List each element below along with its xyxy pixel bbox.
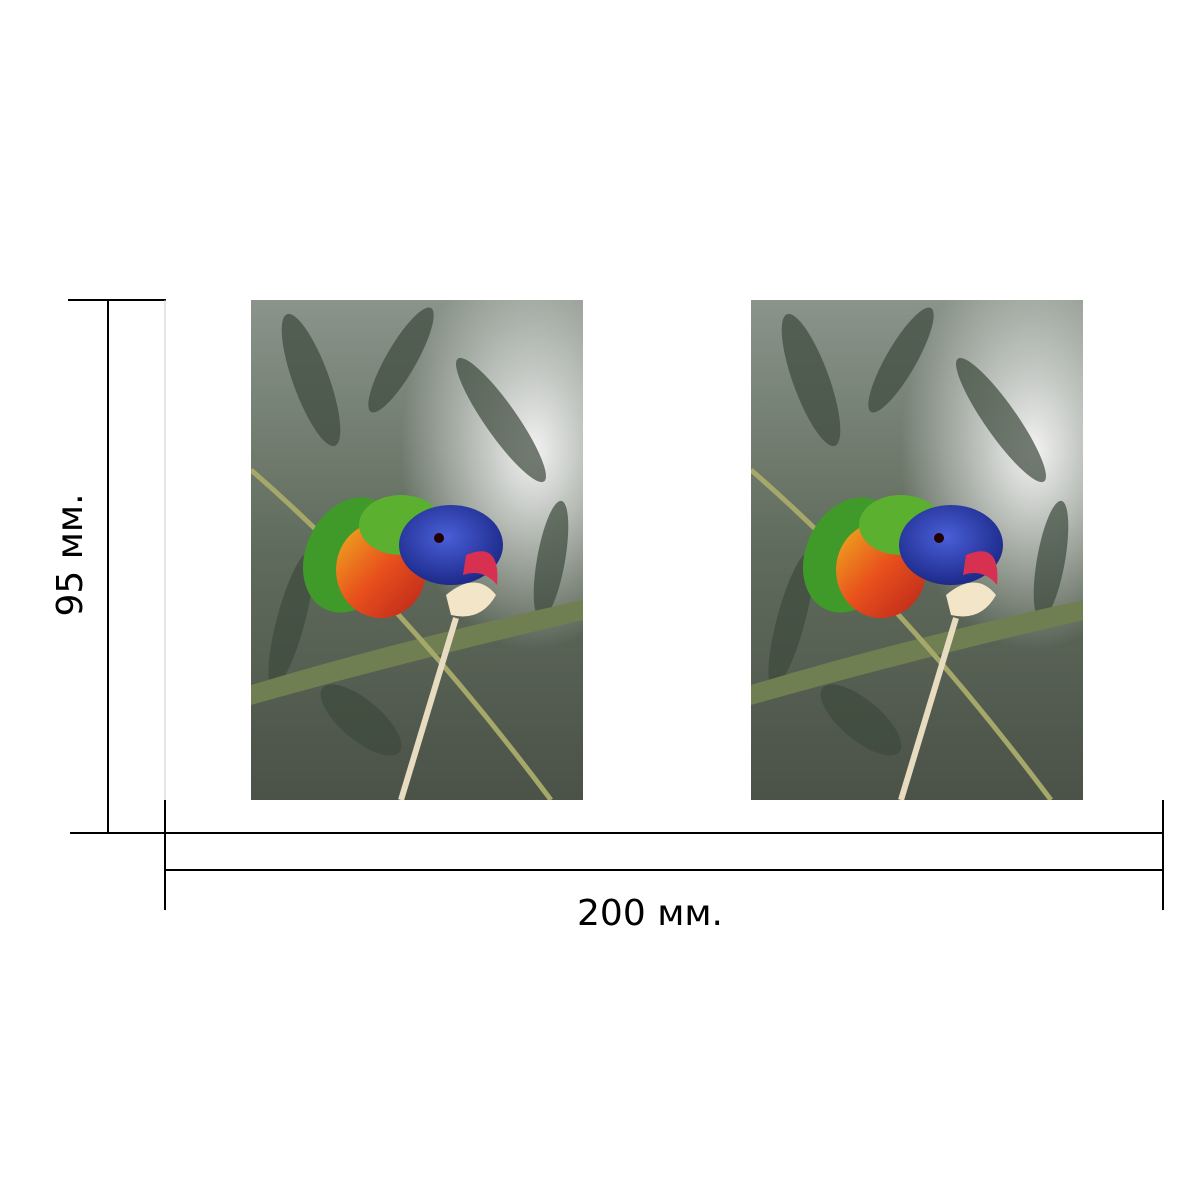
height-label: 95 мм. bbox=[50, 493, 91, 616]
width-label: 200 мм. bbox=[577, 893, 723, 934]
dimension-lines bbox=[68, 299, 1164, 910]
product-photo bbox=[751, 300, 1083, 800]
product-photo bbox=[251, 300, 583, 800]
